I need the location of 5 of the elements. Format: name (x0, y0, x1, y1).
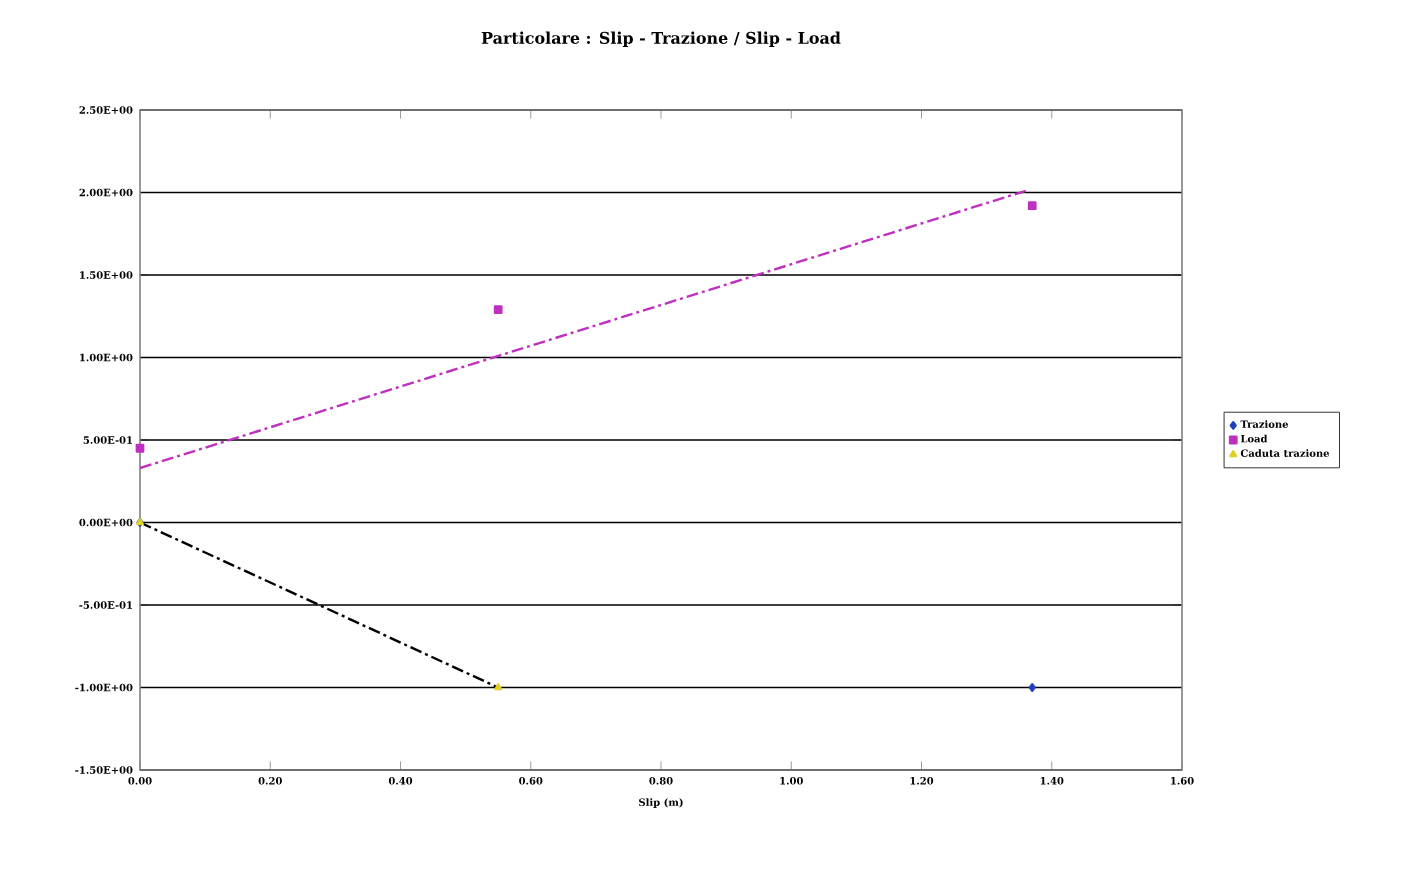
point (493, 305, 503, 315)
point (1028, 683, 1036, 692)
point (135, 443, 145, 453)
point (1027, 201, 1037, 211)
point (494, 683, 503, 691)
